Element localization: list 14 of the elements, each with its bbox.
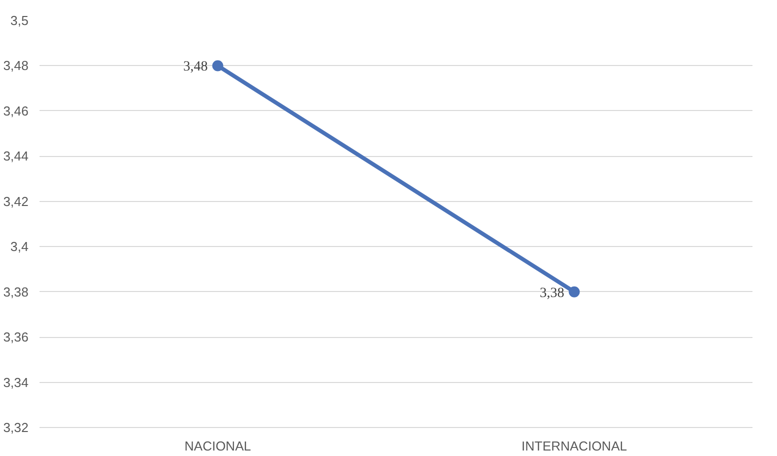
x-tick-label: NACIONAL: [184, 438, 251, 454]
y-tick-label: 3,44: [3, 148, 29, 164]
y-tick-label: 3,34: [3, 374, 29, 390]
y-tick-label: 3,46: [3, 103, 29, 118]
y-tick-label: 3,36: [3, 330, 29, 345]
y-tick-label: 3,4: [10, 239, 29, 254]
y-tick-label: 3,38: [3, 284, 29, 300]
y-tick-label: 3,48: [3, 58, 29, 74]
y-tick-label: 3,32: [3, 420, 29, 435]
y-tick-label: 3,5: [10, 13, 29, 28]
y-tick-label: 3,42: [3, 194, 29, 209]
x-tick-label: INTERNACIONAL: [522, 438, 627, 454]
data-label: 3,48: [183, 60, 208, 75]
data-label: 3,38: [540, 286, 564, 301]
